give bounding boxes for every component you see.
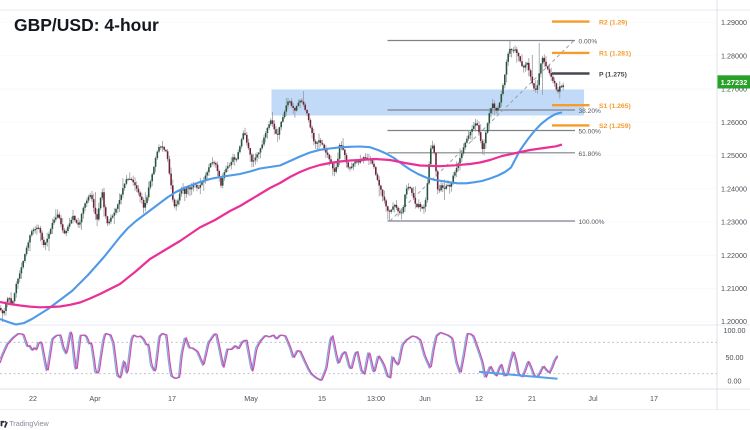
svg-text:13:00: 13:00 <box>367 394 385 403</box>
svg-text:Jun: Jun <box>419 394 431 403</box>
svg-text:50.00: 50.00 <box>726 353 744 362</box>
svg-text:17: 17 <box>650 394 658 403</box>
svg-text:1.29000: 1.29000 <box>721 18 747 27</box>
svg-text:1.23000: 1.23000 <box>721 218 747 227</box>
svg-text:R1 (1.281): R1 (1.281) <box>599 51 631 58</box>
svg-text:1.25000: 1.25000 <box>721 151 747 160</box>
svg-text:12: 12 <box>475 394 483 403</box>
svg-text:0.00: 0.00 <box>728 377 742 386</box>
svg-text:22: 22 <box>29 394 37 403</box>
svg-text:1.27232: 1.27232 <box>721 78 748 87</box>
svg-text:15: 15 <box>318 394 326 403</box>
svg-text:1.20000: 1.20000 <box>721 317 747 326</box>
svg-text:21: 21 <box>528 394 536 403</box>
svg-text:1.26000: 1.26000 <box>721 118 747 127</box>
svg-text:100.00%: 100.00% <box>579 219 605 226</box>
svg-text:17: 17 <box>168 394 176 403</box>
svg-text:P (1.275): P (1.275) <box>599 71 627 78</box>
svg-text:1.22000: 1.22000 <box>721 251 747 260</box>
svg-text:1.24000: 1.24000 <box>721 184 747 193</box>
svg-text:50.00%: 50.00% <box>579 129 602 136</box>
svg-text:0.00%: 0.00% <box>579 39 598 46</box>
svg-text:100.00: 100.00 <box>724 326 746 335</box>
svg-text:Jul: Jul <box>588 394 598 403</box>
svg-text:61.80%: 61.80% <box>579 151 602 158</box>
svg-text:TradingView: TradingView <box>9 419 49 428</box>
svg-text:R2 (1.29): R2 (1.29) <box>599 19 627 26</box>
svg-text:S2 (1.259): S2 (1.259) <box>599 123 631 130</box>
svg-text:GBP/USD: 4-hour: GBP/USD: 4-hour <box>14 15 159 35</box>
svg-text:1.21000: 1.21000 <box>721 284 747 293</box>
svg-text:1.27000: 1.27000 <box>721 85 747 94</box>
svg-text:May: May <box>244 394 258 403</box>
svg-text:S1 (1.265): S1 (1.265) <box>599 103 631 110</box>
svg-text:38.20%: 38.20% <box>579 108 602 115</box>
svg-text:1.28000: 1.28000 <box>721 51 747 60</box>
svg-text:Apr: Apr <box>89 394 101 403</box>
